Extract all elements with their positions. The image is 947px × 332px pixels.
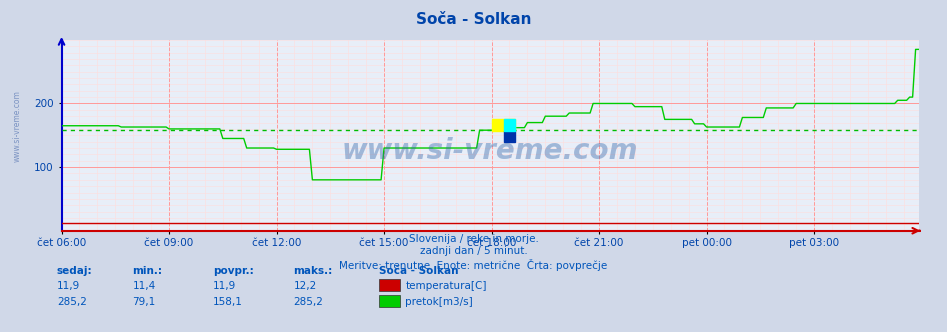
Text: sedaj:: sedaj: [57,266,93,276]
Text: 285,2: 285,2 [294,297,324,307]
Text: maks.:: maks.: [294,266,332,276]
Text: 11,9: 11,9 [213,281,237,291]
Text: 12,2: 12,2 [294,281,317,291]
Text: www.si-vreme.com: www.si-vreme.com [12,90,22,162]
Text: zadnji dan / 5 minut.: zadnji dan / 5 minut. [420,246,527,256]
Text: povpr.:: povpr.: [213,266,254,276]
Text: 285,2: 285,2 [57,297,87,307]
Text: 79,1: 79,1 [133,297,156,307]
Text: Slovenija / reke in morje.: Slovenija / reke in morje. [408,234,539,244]
Text: 11,9: 11,9 [57,281,80,291]
Text: 11,4: 11,4 [133,281,156,291]
Text: Meritve: trenutne  Enote: metrične  Črta: povprečje: Meritve: trenutne Enote: metrične Črta: … [339,259,608,271]
Text: 158,1: 158,1 [213,297,243,307]
Polygon shape [504,131,515,142]
Text: www.si-vreme.com: www.si-vreme.com [342,136,638,165]
Text: min.:: min.: [133,266,163,276]
Text: Soča - Solkan: Soča - Solkan [416,12,531,27]
Text: Soča - Solkan: Soča - Solkan [379,266,458,276]
Text: temperatura[C]: temperatura[C] [405,281,487,291]
Polygon shape [491,120,515,131]
Polygon shape [504,120,515,131]
Text: pretok[m3/s]: pretok[m3/s] [405,297,474,307]
